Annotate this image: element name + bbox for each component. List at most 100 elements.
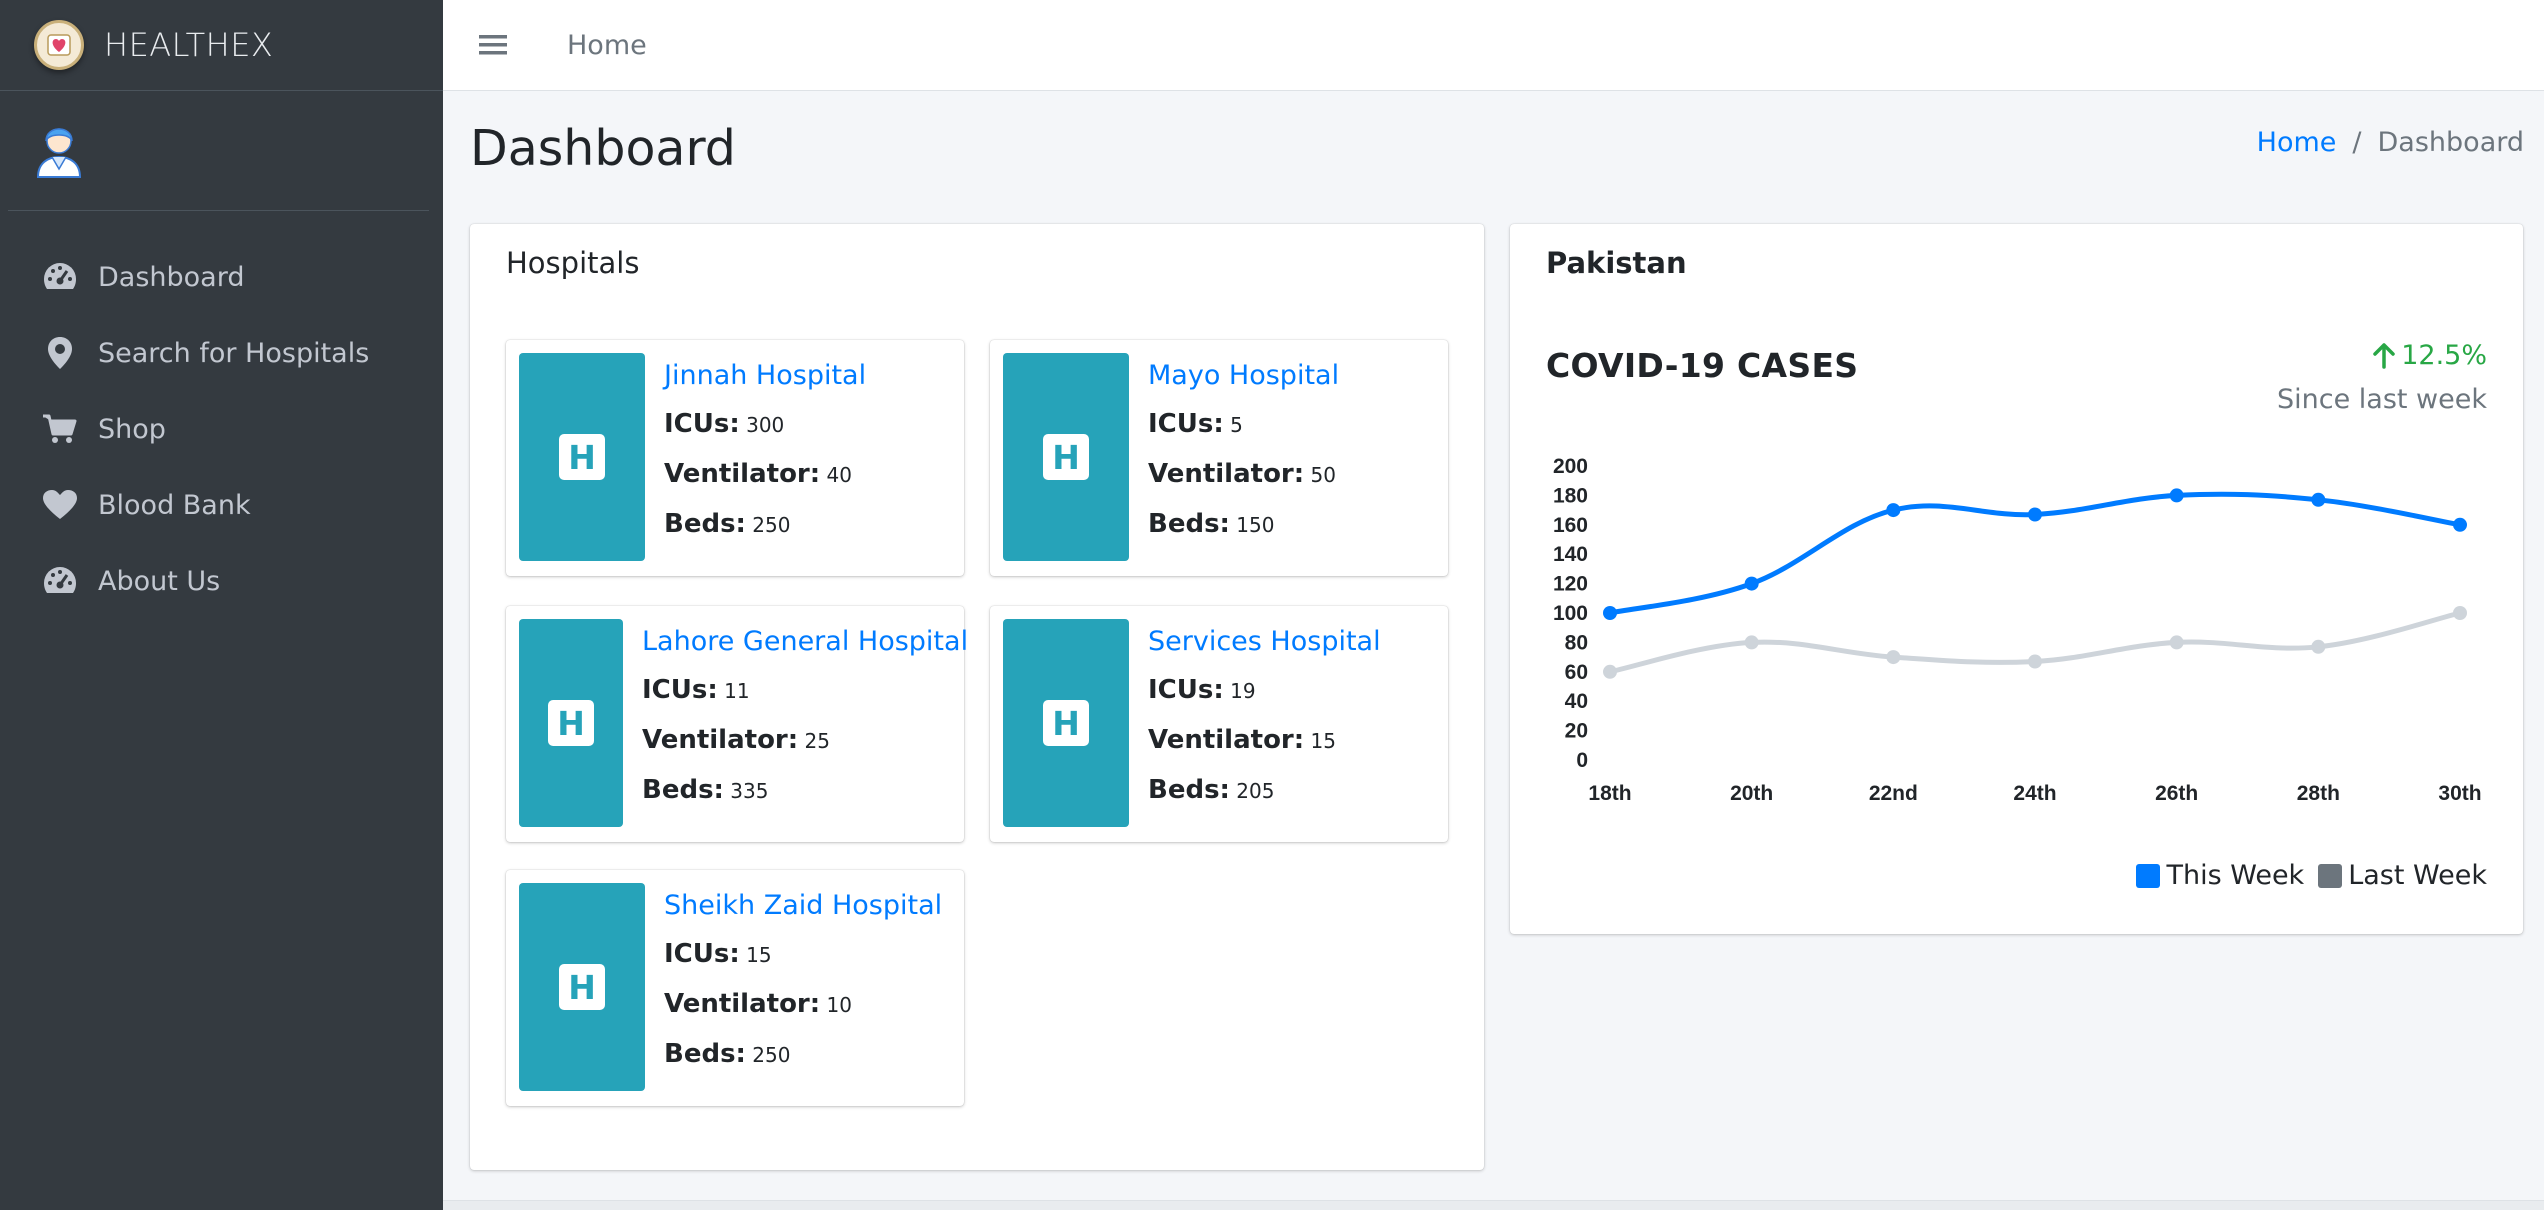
ventilator-label: Ventilator: <box>642 725 799 755</box>
ventilator-label: Ventilator: <box>664 459 821 489</box>
beds-label: Beds: <box>1148 509 1230 539</box>
hospital-info-box[interactable]: H Jinnah Hospital ICUs: 300 Ventilator: … <box>506 340 964 576</box>
hospital-info-box[interactable]: H Sheikh Zaid Hospital ICUs: 15 Ventilat… <box>506 870 964 1106</box>
footer-edge <box>443 1200 2544 1210</box>
ventilator-value: 10 <box>826 993 852 1017</box>
sidebar: HEALTHEX Dashboard Search for Hospitals <box>0 0 443 1210</box>
legend-label: Last Week <box>2348 860 2487 891</box>
sidebar-item-label: About Us <box>98 565 221 597</box>
hospital-icon-box: H <box>1003 353 1129 561</box>
brand-logo-icon <box>34 20 84 70</box>
hospital-ventilator: Ventilator: 10 <box>664 987 942 1021</box>
breadcrumb-current: Dashboard <box>2377 127 2524 158</box>
y-tick-label: 60 <box>1565 661 1588 684</box>
icus-value: 11 <box>724 679 750 703</box>
y-tick-label: 20 <box>1565 720 1588 743</box>
y-tick-label: 180 <box>1553 484 1588 507</box>
hospital-icus: ICUs: 15 <box>664 937 942 971</box>
icus-value: 15 <box>746 943 772 967</box>
hospital-icus: ICUs: 11 <box>642 673 968 707</box>
hospital-name-link[interactable]: Mayo Hospital <box>1148 360 1340 391</box>
sidebar-nav: Dashboard Search for Hospitals Shop Bloo… <box>0 211 443 619</box>
hospital-name-link[interactable]: Services Hospital <box>1148 626 1381 657</box>
data-point-this-week <box>2453 517 2467 532</box>
brand-link[interactable]: HEALTHEX <box>0 0 443 91</box>
hospital-ventilator: Ventilator: 50 <box>1148 457 1339 491</box>
hospitals-card-title: Hospitals <box>506 246 640 280</box>
beds-value: 250 <box>752 513 791 537</box>
data-point-this-week <box>2169 488 2184 503</box>
hospital-beds: Beds: 150 <box>1148 507 1339 541</box>
sidebar-item-label: Blood Bank <box>98 489 251 521</box>
hospital-name-link[interactable]: Lahore General Hospital <box>642 626 969 657</box>
header-home-link[interactable]: Home <box>567 29 647 61</box>
breadcrumb-home-link[interactable]: Home <box>2256 127 2337 158</box>
data-point-this-week <box>1886 503 1901 518</box>
menu-toggle-button[interactable] <box>443 0 543 91</box>
page-title: Dashboard <box>470 120 736 177</box>
y-tick-label: 200 <box>1553 455 1588 478</box>
hospital-info-box[interactable]: H Services Hospital ICUs: 19 Ventilator:… <box>990 606 1448 842</box>
sidebar-item-search-hospitals[interactable]: Search for Hospitals <box>0 315 443 391</box>
hospital-ventilator: Ventilator: 40 <box>664 457 866 491</box>
breadcrumb: Home / Dashboard <box>2257 127 2524 158</box>
beds-label: Beds: <box>642 775 724 805</box>
brand-name: HEALTHEX <box>104 26 274 64</box>
data-point-last-week <box>1744 635 1759 650</box>
y-tick-label: 160 <box>1553 514 1588 537</box>
sidebar-item-blood-bank[interactable]: Blood Bank <box>0 467 443 543</box>
hospital-icon-box: H <box>1003 619 1129 827</box>
y-tick-label: 140 <box>1553 543 1588 566</box>
hospital-info-box[interactable]: H Lahore General Hospital ICUs: 11 Venti… <box>506 606 968 842</box>
hospital-icon-box: H <box>519 883 645 1091</box>
ventilator-label: Ventilator: <box>664 989 821 1019</box>
x-tick-label: 20th <box>1730 782 1773 805</box>
hospital-beds: Beds: 335 <box>642 773 968 807</box>
data-point-last-week <box>2169 635 2184 650</box>
hospital-ventilator: Ventilator: 15 <box>1148 723 1381 757</box>
y-tick-label: 120 <box>1553 573 1588 596</box>
legend-label: This Week <box>2166 860 2305 891</box>
heart-icon <box>40 487 80 523</box>
hospital-info-box[interactable]: H Mayo Hospital ICUs: 5 Ventilator: 50 B… <box>990 340 1448 576</box>
arrow-up-icon <box>2373 342 2395 369</box>
y-tick-label: 40 <box>1565 690 1588 713</box>
chart-legend: This Week Last Week <box>2136 860 2487 891</box>
sidebar-item-label: Dashboard <box>98 261 245 293</box>
legend-swatch-last-week <box>2318 863 2343 888</box>
hospital-name-link[interactable]: Sheikh Zaid Hospital <box>664 890 943 921</box>
icus-label: ICUs: <box>1148 675 1224 705</box>
beds-label: Beds: <box>664 509 746 539</box>
y-tick-label: 80 <box>1565 631 1588 654</box>
sidebar-item-about-us[interactable]: About Us <box>0 543 443 619</box>
icus-label: ICUs: <box>642 675 718 705</box>
y-tick-label: 0 <box>1576 749 1588 772</box>
legend-item-this-week[interactable]: This Week <box>2136 860 2304 891</box>
breadcrumb-separator: / <box>2352 127 2362 158</box>
legend-item-last-week[interactable]: Last Week <box>2318 860 2487 891</box>
tachometer-icon <box>40 563 80 599</box>
icus-label: ICUs: <box>664 409 740 439</box>
icus-value: 5 <box>1230 413 1243 437</box>
tachometer-icon <box>40 259 80 295</box>
top-navbar: Home <box>443 0 2544 91</box>
hospital-h-icon: H <box>559 964 605 1010</box>
x-tick-label: 18th <box>1588 782 1631 805</box>
hospital-icon-box: H <box>519 353 645 561</box>
sidebar-item-shop[interactable]: Shop <box>0 391 443 467</box>
data-point-last-week <box>2028 654 2042 669</box>
x-tick-label: 22nd <box>1869 782 1918 805</box>
sidebar-item-dashboard[interactable]: Dashboard <box>0 239 443 315</box>
user-avatar[interactable] <box>34 119 84 183</box>
chart-title: COVID-19 CASES <box>1546 346 1859 385</box>
ventilator-value: 15 <box>1310 729 1336 753</box>
icus-label: ICUs: <box>664 939 740 969</box>
ventilator-value: 25 <box>804 729 830 753</box>
hospital-icon-box: H <box>519 619 623 827</box>
hospital-name-link[interactable]: Jinnah Hospital <box>664 360 867 391</box>
ventilator-value: 50 <box>1310 463 1336 487</box>
data-point-last-week <box>2453 606 2467 620</box>
y-tick-label: 100 <box>1553 602 1588 625</box>
user-panel <box>8 91 429 211</box>
icus-value: 300 <box>746 413 785 437</box>
